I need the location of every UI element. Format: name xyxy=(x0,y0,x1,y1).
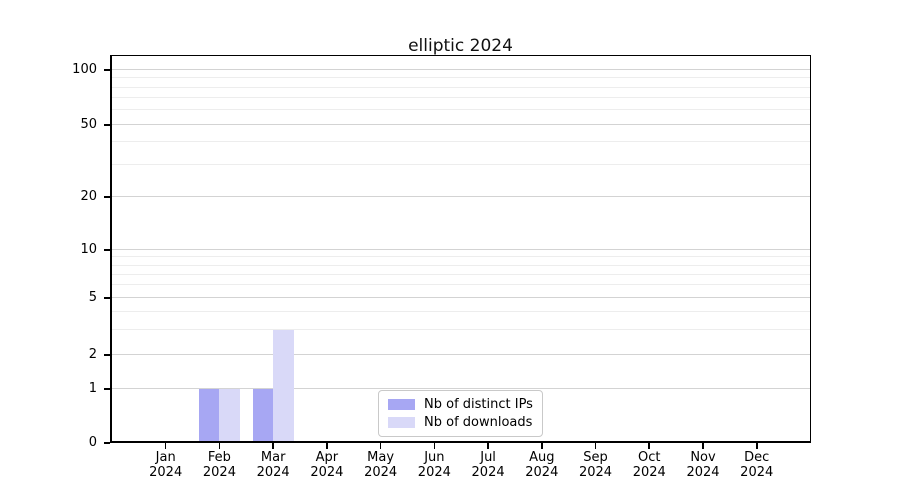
x-tick-mark-jan xyxy=(164,443,167,449)
x-tick-mark-sep xyxy=(594,443,597,449)
y-tick-mark-0 xyxy=(104,442,110,444)
bar-nb-of-downloads-feb xyxy=(219,389,240,443)
x-tick-label-dec: Dec 2024 xyxy=(740,450,774,480)
gridline-minor-9 xyxy=(110,256,811,258)
x-tick-mark-aug xyxy=(541,443,543,449)
legend-label-distinct-ips: Nb of distinct IPs xyxy=(424,397,533,412)
gridline-major-50 xyxy=(110,123,811,125)
x-tick-mark-oct xyxy=(648,443,651,449)
y-tick-label-2: 2 xyxy=(88,346,97,362)
gridline-major-2 xyxy=(110,353,811,355)
gridline-minor-4 xyxy=(110,310,811,312)
y-tick-label-100: 100 xyxy=(72,62,97,78)
x-tick-label-jul: Jul 2024 xyxy=(471,450,505,480)
legend: Nb of distinct IPs Nb of downloads xyxy=(378,390,543,437)
x-tick-mark-feb xyxy=(218,443,221,449)
bar-nb-of-distinct-ips-feb xyxy=(198,389,220,443)
y-tick-label-5: 5 xyxy=(88,289,97,305)
y-tick-mark-5 xyxy=(104,297,110,299)
gridline-minor-3 xyxy=(110,328,811,330)
gridline-minor-80 xyxy=(110,86,811,88)
x-tick-mark-nov xyxy=(702,443,704,449)
gridline-minor-40 xyxy=(110,141,811,143)
gridline-minor-60 xyxy=(110,109,811,111)
gridline-minor-70 xyxy=(110,97,811,99)
gridline-major-100 xyxy=(110,69,811,71)
bar-nb-of-downloads-mar xyxy=(273,329,294,443)
x-tick-label-jun: Jun 2024 xyxy=(417,450,451,480)
y-tick-mark-2 xyxy=(104,354,110,356)
x-tick-label-aug: Aug 2024 xyxy=(525,450,559,480)
x-tick-mark-jul xyxy=(487,443,489,449)
x-tick-label-sep: Sep 2024 xyxy=(578,450,613,480)
x-tick-mark-jun xyxy=(433,443,436,449)
plot-area xyxy=(110,55,811,443)
gridline-minor-90 xyxy=(110,77,811,79)
y-tick-mark-20 xyxy=(104,196,110,198)
legend-row-distinct-ips: Nb of distinct IPs xyxy=(388,397,533,412)
x-tick-label-mar: Mar 2024 xyxy=(256,450,290,480)
x-tick-label-oct: Oct 2024 xyxy=(632,450,666,480)
gridline-major-20 xyxy=(110,196,811,198)
y-tick-label-0: 0 xyxy=(88,435,97,450)
y-axis: 0 1 2 5 10 20 50 100 xyxy=(0,55,110,450)
y-tick-label-50: 50 xyxy=(80,116,97,132)
gridline-major-5 xyxy=(110,296,811,298)
bar-nb-of-distinct-ips-mar xyxy=(252,389,274,443)
legend-swatch-distinct-ips xyxy=(388,399,415,410)
gridline-minor-6 xyxy=(110,284,811,286)
gridline-major-10 xyxy=(110,249,811,251)
legend-row-downloads: Nb of downloads xyxy=(388,415,533,430)
y-tick-label-10: 10 xyxy=(80,242,97,258)
y-tick-mark-100 xyxy=(104,69,110,71)
gridline-minor-30 xyxy=(110,164,811,166)
y-tick-mark-50 xyxy=(104,124,110,126)
x-tick-label-feb: Feb 2024 xyxy=(202,450,236,480)
y-tick-mark-1 xyxy=(104,388,110,390)
gridline-minor-7 xyxy=(110,273,811,275)
gridline-major-1 xyxy=(110,388,811,390)
gridline-minor-8 xyxy=(110,264,811,266)
x-tick-label-apr: Apr 2024 xyxy=(310,450,344,480)
x-tick-mark-may xyxy=(379,443,382,449)
y-tick-label-20: 20 xyxy=(80,189,97,204)
legend-swatch-downloads xyxy=(388,417,415,428)
chart-title: elliptic 2024 xyxy=(408,36,513,56)
y-tick-mark-10 xyxy=(104,249,110,251)
y-tick-label-1: 1 xyxy=(88,381,97,397)
x-tick-label-jan: Jan 2024 xyxy=(149,450,183,480)
x-tick-label-nov: Nov 2024 xyxy=(686,450,720,480)
x-axis: Jan 2024 Feb 2024 Mar 2024 Apr 2024 May 2024 Jun 20… xyxy=(110,443,811,493)
x-tick-mark-apr xyxy=(326,443,328,449)
x-tick-label-may: May 2024 xyxy=(364,450,398,480)
x-tick-mark-dec xyxy=(755,443,758,449)
legend-label-downloads: Nb of downloads xyxy=(424,415,533,430)
x-tick-mark-mar xyxy=(272,443,274,449)
